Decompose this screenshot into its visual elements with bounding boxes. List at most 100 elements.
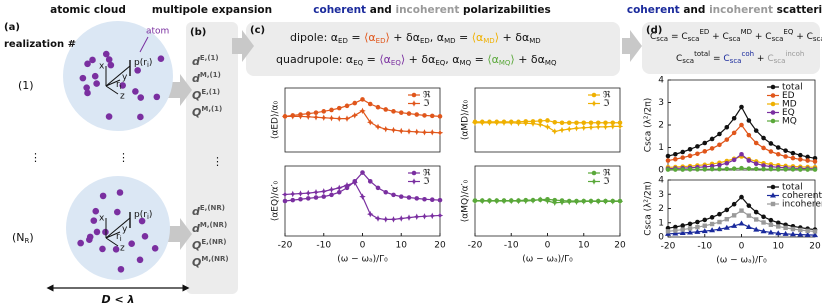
point	[702, 149, 708, 154]
panel-label: (b)	[190, 27, 206, 38]
point	[805, 167, 810, 172]
point	[717, 162, 722, 168]
text-part: M,(NR)	[201, 255, 228, 263]
point	[731, 213, 737, 218]
atom	[102, 228, 109, 236]
text-part: ⟩	[385, 31, 389, 44]
point	[739, 122, 744, 128]
axis-label: y	[122, 73, 128, 83]
point	[610, 120, 616, 126]
atom	[112, 246, 120, 253]
point	[359, 107, 366, 115]
point	[805, 154, 810, 160]
multipole: QE,(1)	[192, 88, 220, 102]
point	[694, 228, 701, 234]
y-tick-label: 1	[658, 143, 664, 153]
point	[406, 195, 412, 200]
point	[761, 145, 766, 151]
y-tick-label: 4	[658, 76, 664, 86]
point	[798, 157, 803, 162]
point	[375, 104, 381, 110]
point	[739, 151, 744, 157]
point	[746, 166, 752, 171]
point	[398, 215, 405, 222]
point	[587, 124, 595, 131]
point	[305, 113, 312, 120]
point	[493, 197, 500, 205]
point	[790, 150, 796, 156]
point	[429, 197, 435, 202]
text-part: C	[676, 54, 682, 64]
atom	[99, 192, 107, 200]
point	[544, 197, 551, 205]
text-part: Q	[192, 256, 201, 269]
point	[739, 104, 744, 110]
legend-label: total	[782, 83, 803, 93]
point	[312, 114, 320, 121]
text-part: E,(NR)	[201, 238, 226, 246]
point	[479, 119, 486, 126]
text-part: EQ	[783, 28, 793, 36]
point	[500, 197, 508, 205]
point	[687, 229, 694, 235]
text-part: α	[437, 31, 444, 44]
legend-marker	[411, 92, 417, 98]
point	[328, 186, 335, 193]
point	[545, 118, 550, 123]
point	[305, 196, 311, 201]
x-tick-label: -20	[468, 241, 483, 251]
point	[761, 163, 766, 168]
text-part: d	[192, 72, 200, 85]
text-part: sca	[656, 35, 668, 43]
text-part: ED	[420, 37, 430, 45]
point	[566, 125, 573, 133]
legend-label: ℜ	[423, 91, 431, 101]
point	[695, 219, 700, 225]
point	[352, 100, 358, 106]
point	[344, 103, 350, 109]
x-tick-label: 20	[809, 242, 821, 252]
text-part: + C	[793, 32, 813, 42]
point	[421, 213, 428, 220]
x-tick-label: 0	[739, 242, 745, 252]
point	[282, 198, 288, 204]
y-tick-label: 2	[658, 121, 664, 131]
point	[768, 141, 774, 146]
atom	[90, 217, 98, 224]
point	[367, 101, 373, 107]
legend-label: MD	[782, 100, 797, 110]
atom	[105, 113, 113, 120]
text-part: ⟩	[510, 53, 514, 66]
legend-marker	[411, 170, 417, 176]
point	[798, 167, 803, 172]
text-part: sca	[729, 35, 741, 43]
point	[745, 224, 752, 230]
atom-label: atom	[146, 27, 169, 37]
point	[529, 120, 537, 127]
text-part: Q	[192, 106, 201, 119]
atom	[77, 239, 84, 247]
atom	[83, 84, 90, 91]
legend-label: ED	[782, 91, 795, 101]
x-tick-label: -20	[278, 241, 293, 251]
point	[805, 158, 810, 163]
multipole: dE,(1)	[192, 54, 219, 68]
atom	[92, 207, 100, 215]
point	[798, 227, 803, 233]
point	[359, 193, 366, 200]
atom	[157, 55, 165, 63]
text-part: sca	[774, 57, 786, 65]
point	[436, 129, 444, 136]
point	[609, 123, 616, 130]
point	[328, 114, 335, 122]
point	[702, 217, 708, 223]
text-part: sca	[688, 35, 700, 43]
legend-marker	[770, 93, 776, 98]
text-part: E,(1)	[201, 88, 220, 96]
atom-pointer	[139, 36, 149, 53]
point	[367, 210, 374, 218]
x-tick-label: 20	[614, 241, 626, 251]
point	[673, 156, 678, 162]
point	[281, 113, 289, 120]
